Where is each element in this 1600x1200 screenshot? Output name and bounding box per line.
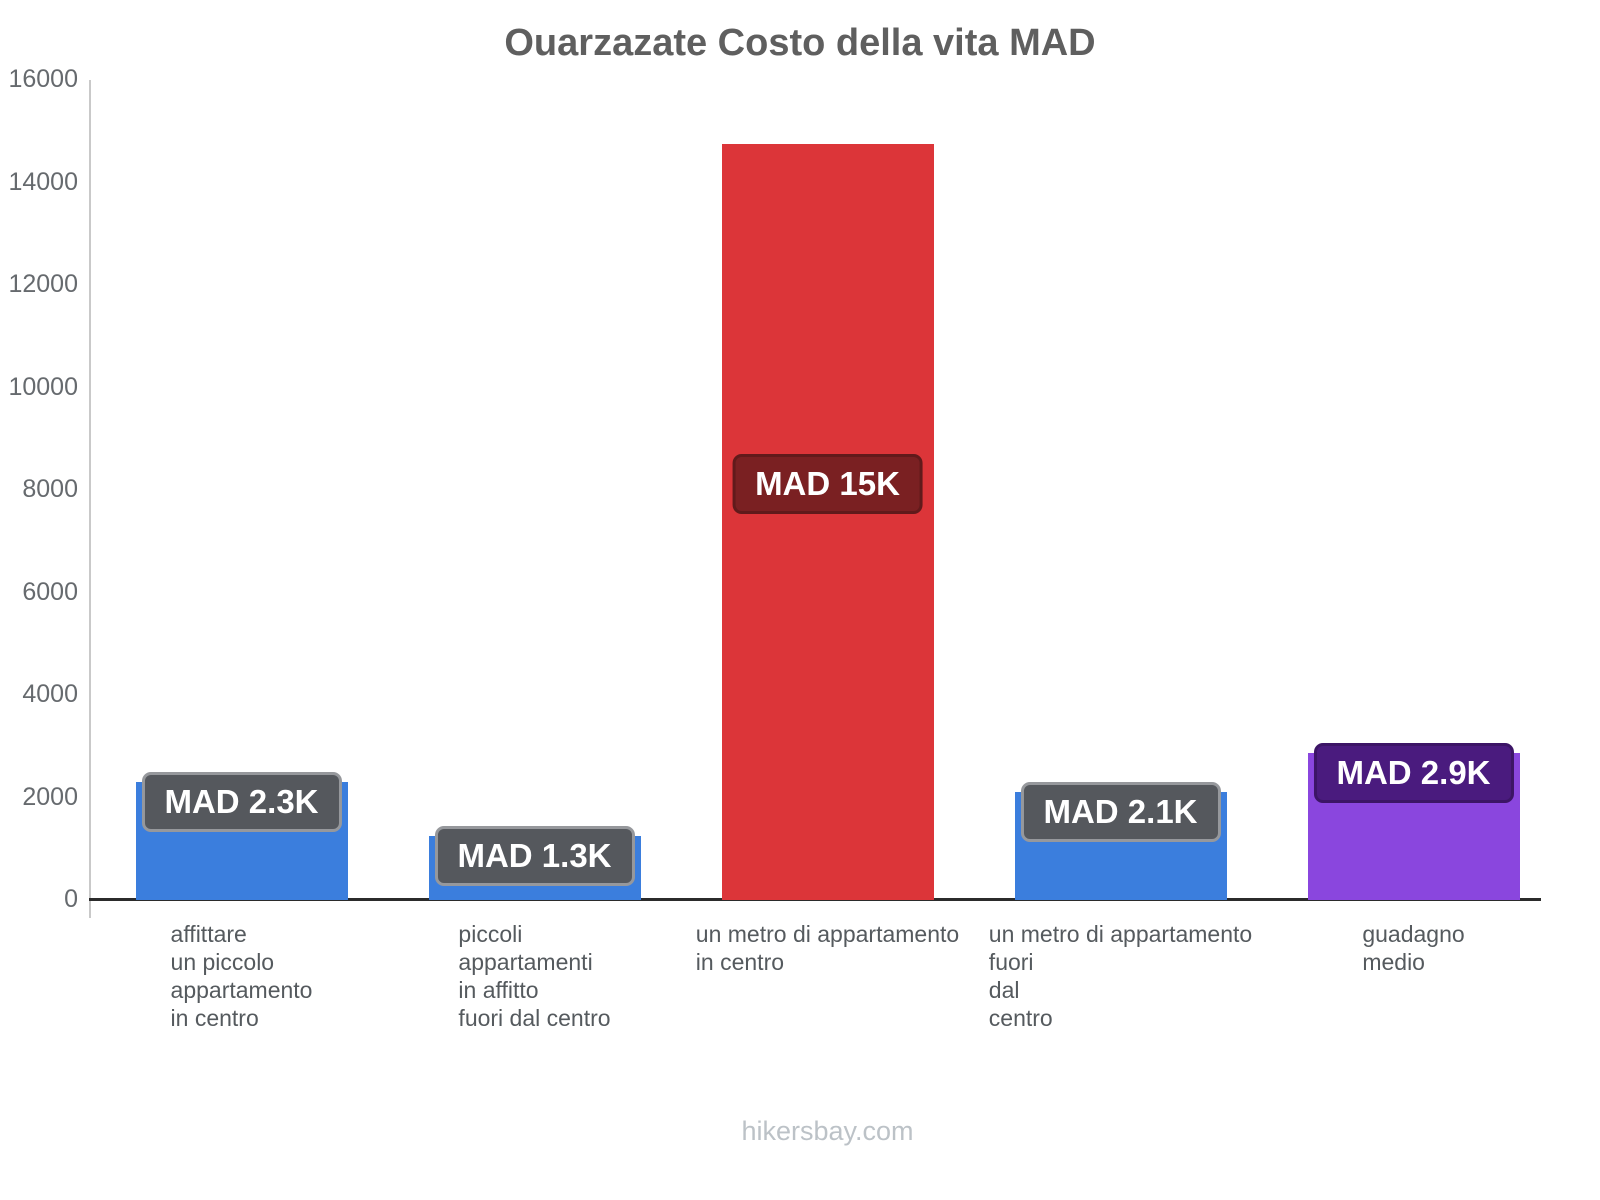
watermark: hikersbay.com [741, 1116, 914, 1146]
y-axis-tick-label: 2000 [22, 782, 78, 811]
x-axis-category-label: un metro di appartamento fuori dal centr… [988, 921, 1253, 1031]
y-axis-tick-label: 16000 [8, 65, 78, 93]
bar-value-badge: MAD 2.3K [141, 772, 342, 833]
bar-value-badge: MAD 2.1K [1020, 782, 1221, 843]
y-axis-line [89, 80, 91, 918]
y-axis-tick-label: 6000 [22, 577, 78, 606]
bar-value-badge: MAD 2.9K [1313, 742, 1514, 803]
y-axis-tick-label: 10000 [8, 372, 78, 401]
chart-title: Ouarzazate Costo della vita MAD [504, 22, 1096, 64]
y-axis-tick-label: 14000 [8, 167, 78, 196]
x-axis-category-label: guadagno medio [1362, 921, 1465, 975]
bar[interactable] [721, 144, 934, 900]
x-axis-category-label: un metro di appartamento in centro [695, 921, 960, 975]
bar-value-badge: MAD 1.3K [434, 825, 635, 886]
x-axis-category-label: piccoli appartamenti in affitto fuori da… [458, 921, 611, 1031]
bar-value-badge: MAD 15K [732, 454, 923, 515]
y-axis-tick-label: 4000 [22, 680, 78, 708]
x-axis-category-label: affittare un piccolo appartamento in cen… [170, 921, 313, 1031]
y-axis-tick-label: 12000 [8, 270, 78, 298]
y-axis-tick-label: 8000 [22, 475, 78, 503]
y-axis-tick-label: 0 [64, 885, 78, 913]
